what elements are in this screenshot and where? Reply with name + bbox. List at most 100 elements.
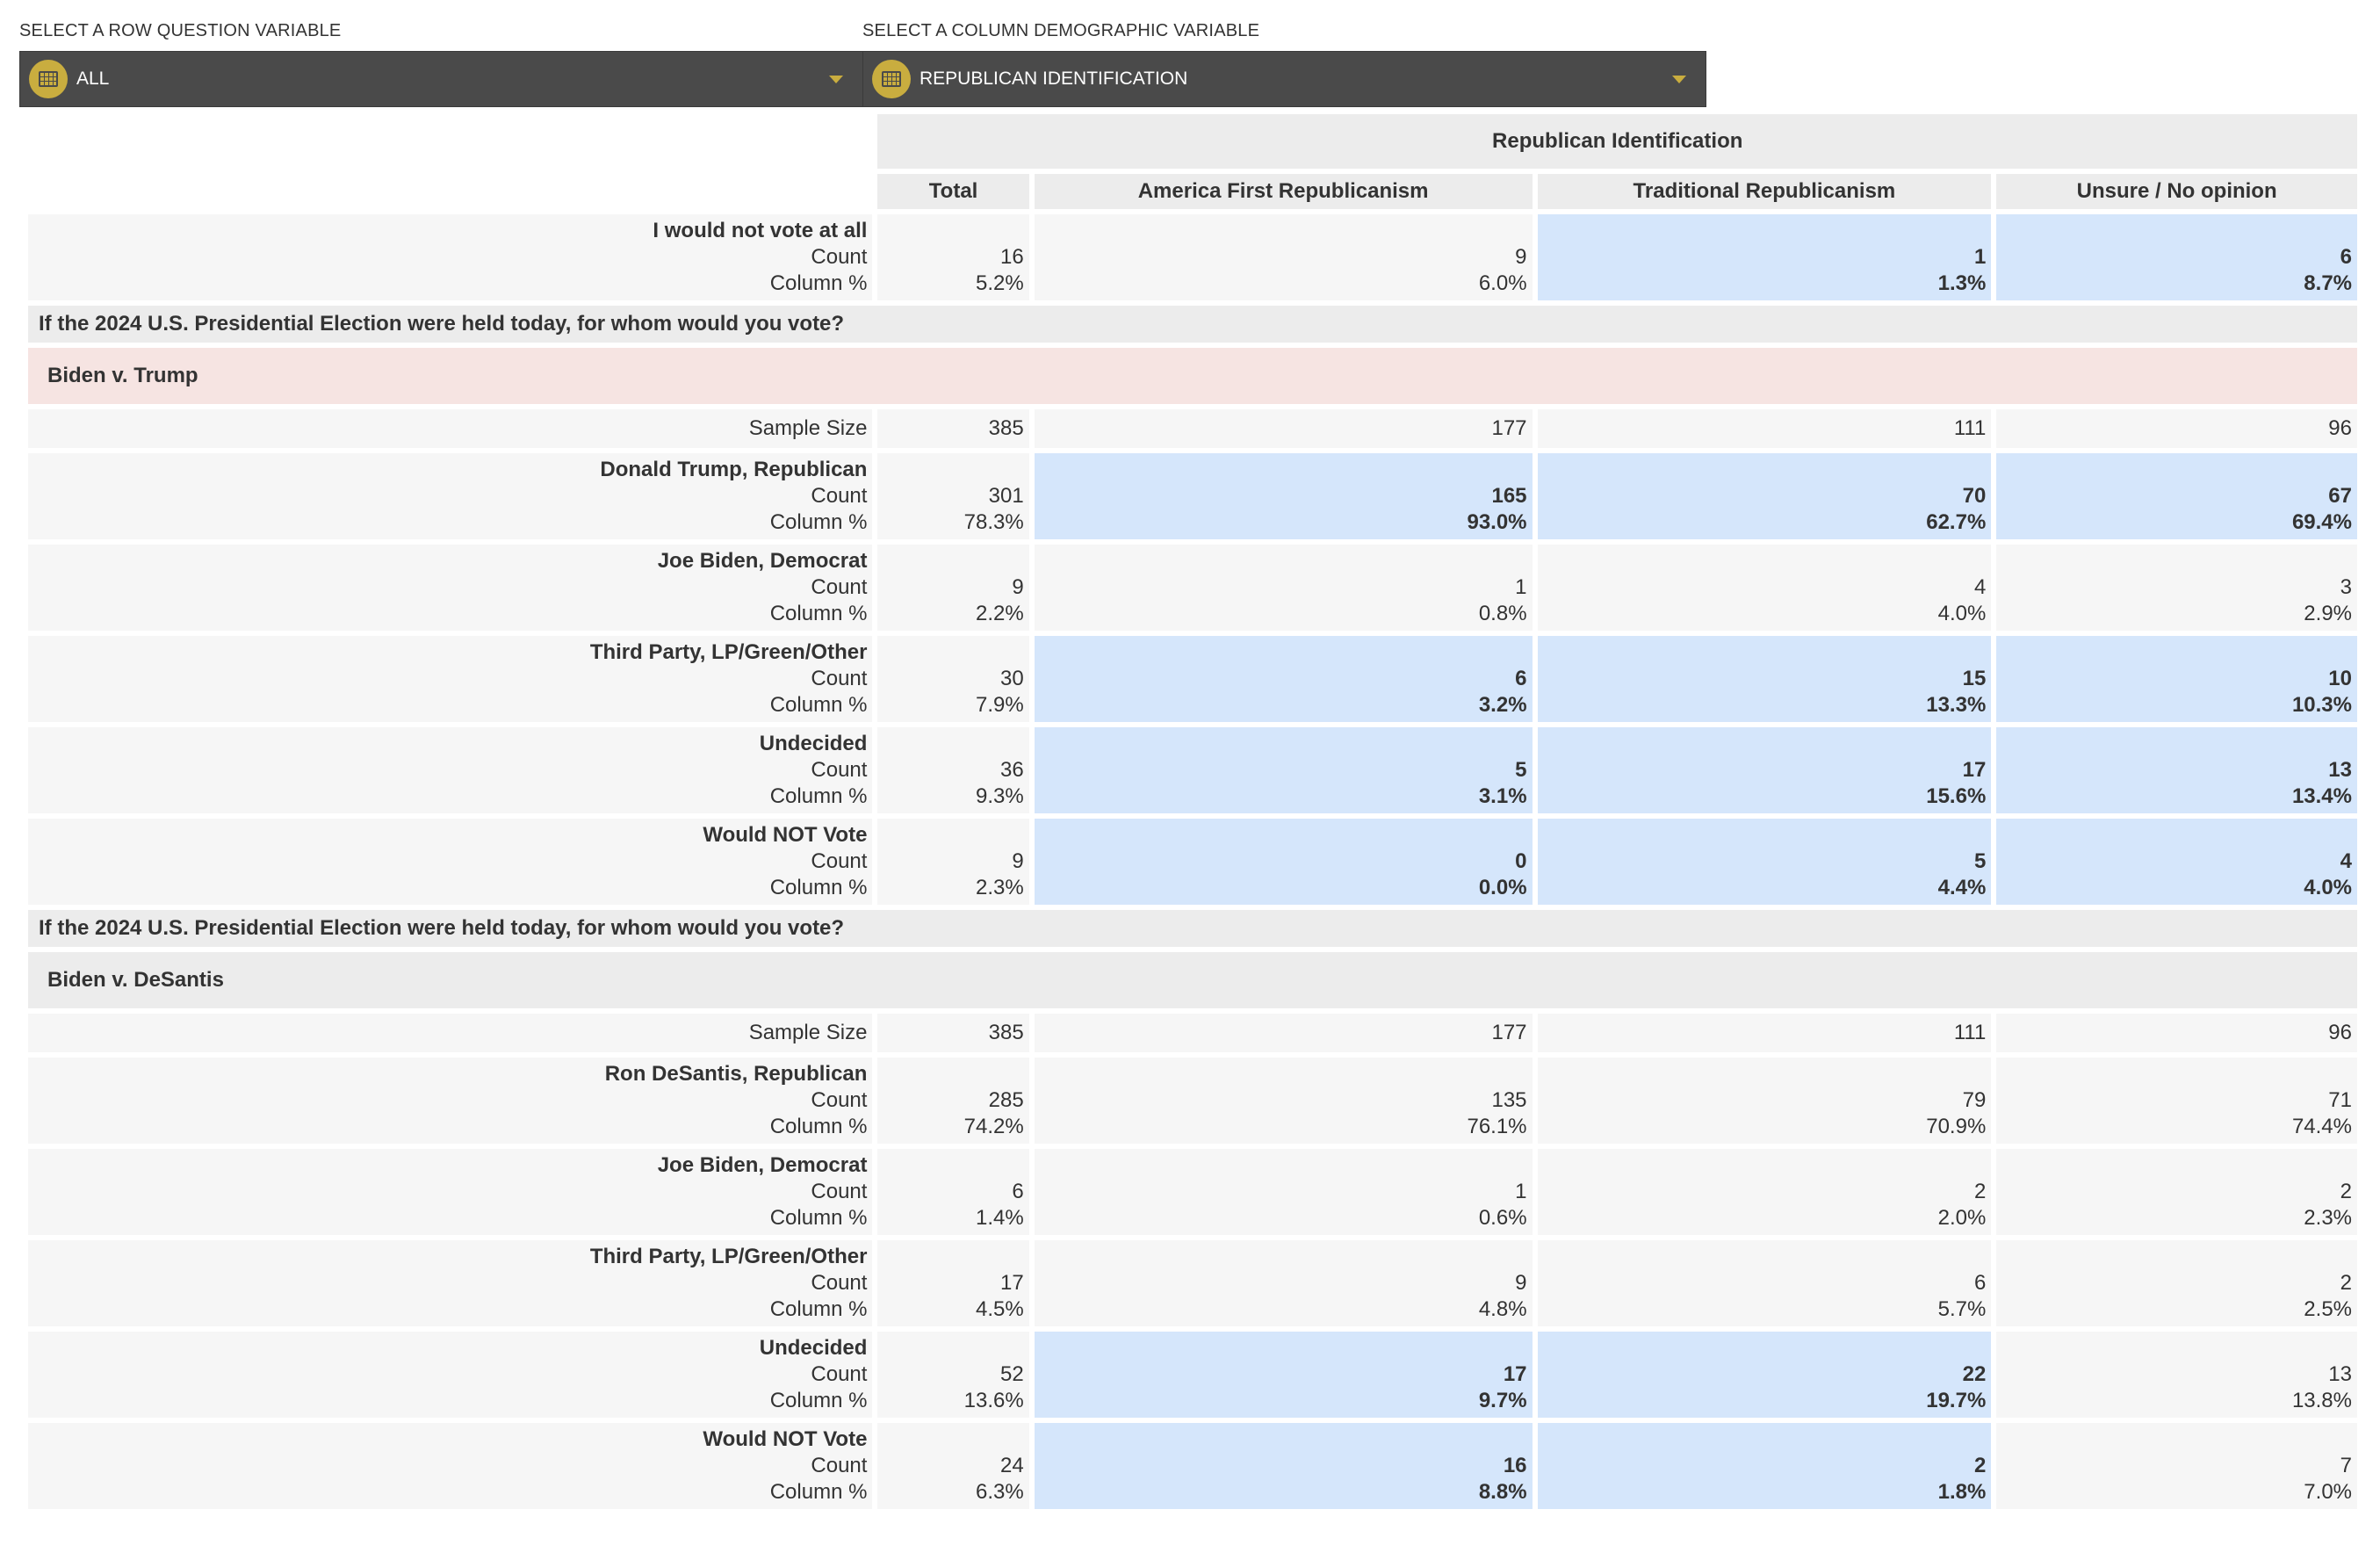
answer-label: Donald Trump, Republican [600,458,868,481]
pct-label: Column % [769,602,868,625]
pct-value: 3.1% [1478,784,1527,808]
pct-label: Column % [769,1389,868,1412]
value-cell: 67 69.4% [1996,453,2357,539]
row-label-cell: Joe Biden, Democrat Count Column % [28,545,873,631]
pct-value: 2.3% [2304,1206,2352,1230]
answer-label: Would NOT Vote [703,1427,868,1451]
pct-value: 2.0% [1937,1206,1987,1230]
pct-value: 4.5% [975,1297,1024,1321]
table-row: Ron DeSantis, Republican Count Column % 28… [28,1058,2357,1144]
answer-label: Third Party, LP/Green/Other [589,640,868,664]
value-cell: 1 0.6% [1034,1149,1533,1235]
sample-size-value: 385 [877,409,1029,448]
pct-value: 13.4% [2291,784,2352,808]
answer-label: Undecided [759,732,868,755]
table-row: I would not vote at all Count Column % 16 5… [28,214,2357,300]
value-cell: 71 74.4% [1996,1058,2357,1144]
pct-value: 5.2% [975,271,1024,295]
column-variable-value: REPUBLICAN IDENTIFICATION [920,69,1188,89]
count-value: 5 [1515,758,1527,782]
count-value: 285 [988,1088,1024,1112]
count-value: 22 [1962,1362,1987,1386]
value-cell: 6 1.4% [877,1149,1029,1235]
pct-value: 69.4% [2291,510,2352,534]
value-cell: 6 5.7% [1537,1240,1992,1326]
count-value: 36 [999,758,1024,782]
pct-value: 4.4% [1937,876,1987,899]
count-label: Count [811,1271,868,1295]
pct-value: 8.8% [1478,1480,1527,1504]
table-icon [29,60,68,98]
pct-value: 9.3% [975,784,1024,808]
count-value: 1 [1515,1180,1527,1203]
count-value: 5 [1973,849,1987,873]
value-cell: 2 2.5% [1996,1240,2357,1326]
header-spacer [28,174,872,209]
pct-value: 70.9% [1926,1115,1987,1138]
pct-value: 2.9% [2304,602,2352,625]
question-heading: If the 2024 U.S. Presidential Election w… [28,306,2357,343]
crosstab-table: Republican Identification Total America Fi… [23,109,2362,1514]
sample-size-value: 177 [1034,409,1533,448]
column-header: America First Republicanism [1034,174,1533,209]
value-cell: 7 7.0% [1996,1423,2357,1509]
table-row: Joe Biden, Democrat Count Column % 9 2.2% 1… [28,545,2357,631]
pct-value: 62.7% [1926,510,1987,534]
column-variable-dropdown[interactable]: REPUBLICAN IDENTIFICATION [862,51,1706,107]
count-value: 6 [2340,245,2352,269]
value-cell: 4 4.0% [1537,545,1992,631]
value-cell: 9 2.3% [877,819,1029,905]
row-label-cell: Ron DeSantis, Republican Count Column % [28,1058,873,1144]
value-cell: 6 3.2% [1034,636,1533,722]
count-value: 71 [2328,1088,2352,1112]
value-cell: 16 5.2% [877,214,1029,300]
pct-label: Column % [769,271,868,295]
pct-label: Column % [769,1115,868,1138]
value-cell: 36 9.3% [877,727,1029,813]
pct-value: 76.1% [1467,1115,1527,1138]
pct-label: Column % [769,784,868,808]
value-cell: 6 8.7% [1996,214,2357,300]
subsection-heading: Biden v. Trump [28,348,2357,404]
count-value: 17 [999,1271,1024,1295]
count-label: Count [811,1180,868,1203]
pct-value: 1.8% [1937,1480,1987,1504]
answer-label: Ron DeSantis, Republican [604,1062,868,1086]
table-icon [872,60,911,98]
count-value: 67 [2328,484,2352,508]
row-label-cell: Undecided Count Column % [28,1332,873,1418]
column-header: Traditional Republicanism [1537,174,1992,209]
row-variable-label: SELECT A ROW QUESTION VARIABLE [19,21,342,40]
value-cell: 16 8.8% [1034,1423,1533,1509]
group-header: Republican Identification [877,114,2357,169]
count-value: 70 [1962,484,1987,508]
count-value: 1 [1973,245,1987,269]
row-variable-dropdown[interactable]: ALL [19,51,863,107]
pct-label: Column % [769,876,868,899]
value-cell: 10 10.3% [1996,636,2357,722]
value-cell: 30 7.9% [877,636,1029,722]
value-cell: 52 13.6% [877,1332,1029,1418]
value-cell: 5 4.4% [1537,819,1992,905]
value-cell: 4 4.0% [1996,819,2357,905]
value-cell: 17 9.7% [1034,1332,1533,1418]
pct-label: Column % [769,1206,868,1230]
value-cell: 24 6.3% [877,1423,1029,1509]
count-value: 4 [2340,849,2352,873]
count-label: Count [811,667,868,690]
pct-value: 10.3% [2291,693,2352,717]
count-value: 16 [999,245,1024,269]
pct-value: 6.0% [1478,271,1527,295]
pct-label: Column % [769,1297,868,1321]
sample-size-value: 111 [1537,1014,1992,1052]
row-label-cell: I would not vote at all Count Column % [28,214,873,300]
count-value: 13 [2328,1362,2352,1386]
count-value: 2 [2340,1180,2352,1203]
pct-value: 2.5% [2304,1297,2352,1321]
question-heading: If the 2024 U.S. Presidential Election w… [28,910,2357,947]
sample-size-value: 96 [1996,1014,2357,1052]
count-label: Count [811,1088,868,1112]
value-cell: 70 62.7% [1537,453,1992,539]
value-cell: 2 2.0% [1537,1149,1992,1235]
pct-value: 15.6% [1926,784,1987,808]
